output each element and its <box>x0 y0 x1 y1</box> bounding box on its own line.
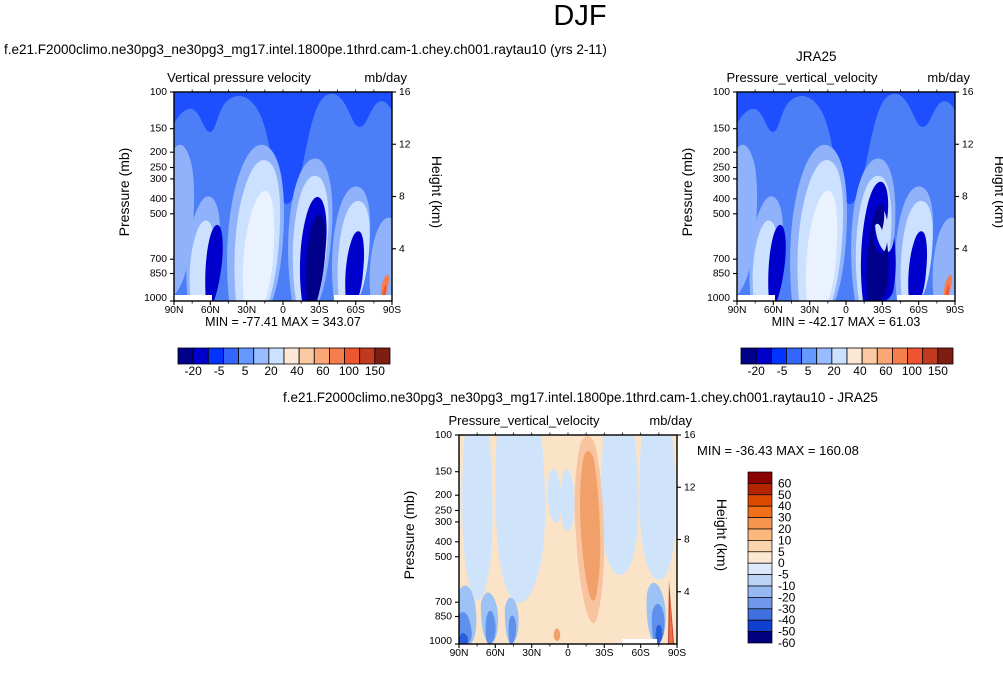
svg-text:250: 250 <box>435 506 452 517</box>
svg-text:100: 100 <box>339 364 359 378</box>
svg-text:60: 60 <box>879 364 893 378</box>
svg-text:20: 20 <box>264 364 278 378</box>
svg-text:90N: 90N <box>450 648 469 659</box>
svg-text:12: 12 <box>684 482 696 493</box>
svg-text:1000: 1000 <box>429 636 452 647</box>
svg-text:40: 40 <box>853 364 867 378</box>
svg-text:16: 16 <box>962 87 974 98</box>
svg-text:16: 16 <box>684 430 696 441</box>
svg-text:200: 200 <box>713 147 730 158</box>
svg-text:700: 700 <box>713 254 730 265</box>
svg-text:150: 150 <box>365 364 385 378</box>
svg-text:400: 400 <box>713 194 730 205</box>
svg-text:60N: 60N <box>764 305 783 316</box>
svg-text:500: 500 <box>713 209 730 220</box>
svg-text:12: 12 <box>962 139 974 150</box>
svg-text:60: 60 <box>316 364 330 378</box>
svg-text:8: 8 <box>684 535 690 546</box>
svg-text:4: 4 <box>399 244 405 255</box>
svg-text:100: 100 <box>435 430 452 441</box>
svg-text:-20: -20 <box>184 364 202 378</box>
svg-text:30N: 30N <box>800 305 819 316</box>
svg-text:60S: 60S <box>347 305 365 316</box>
svg-text:850: 850 <box>150 269 167 280</box>
svg-text:0: 0 <box>565 648 571 659</box>
svg-text:1000: 1000 <box>144 293 167 304</box>
svg-text:60S: 60S <box>910 305 928 316</box>
svg-text:8: 8 <box>962 192 968 203</box>
svg-text:60S: 60S <box>632 648 650 659</box>
svg-text:-5: -5 <box>777 364 788 378</box>
svg-text:150: 150 <box>713 124 730 135</box>
svg-text:5: 5 <box>242 364 249 378</box>
svg-text:700: 700 <box>150 254 167 265</box>
svg-text:0: 0 <box>843 305 849 316</box>
svg-text:90N: 90N <box>728 305 747 316</box>
svg-text:-60: -60 <box>778 636 796 650</box>
svg-text:500: 500 <box>150 209 167 220</box>
svg-text:300: 300 <box>435 517 452 528</box>
svg-text:40: 40 <box>290 364 304 378</box>
svg-text:300: 300 <box>150 174 167 185</box>
svg-text:8: 8 <box>399 192 405 203</box>
svg-text:200: 200 <box>150 147 167 158</box>
svg-text:12: 12 <box>399 139 411 150</box>
svg-text:250: 250 <box>150 163 167 174</box>
svg-text:200: 200 <box>435 490 452 501</box>
svg-text:300: 300 <box>713 174 730 185</box>
svg-text:16: 16 <box>399 87 411 98</box>
svg-text:150: 150 <box>435 467 452 478</box>
svg-text:250: 250 <box>713 163 730 174</box>
svg-text:400: 400 <box>150 194 167 205</box>
svg-text:100: 100 <box>713 87 730 98</box>
svg-text:1000: 1000 <box>707 293 730 304</box>
svg-text:0: 0 <box>280 305 286 316</box>
svg-text:100: 100 <box>902 364 922 378</box>
svg-text:700: 700 <box>435 597 452 608</box>
svg-text:-20: -20 <box>747 364 765 378</box>
svg-text:30N: 30N <box>237 305 256 316</box>
svg-text:-5: -5 <box>214 364 225 378</box>
svg-text:850: 850 <box>435 612 452 623</box>
svg-text:400: 400 <box>435 537 452 548</box>
svg-text:60N: 60N <box>201 305 220 316</box>
svg-text:850: 850 <box>713 269 730 280</box>
svg-text:30S: 30S <box>873 305 891 316</box>
svg-text:100: 100 <box>150 87 167 98</box>
svg-text:90S: 90S <box>946 305 964 316</box>
svg-text:90S: 90S <box>668 648 686 659</box>
svg-text:150: 150 <box>150 124 167 135</box>
svg-text:5: 5 <box>805 364 812 378</box>
svg-text:90N: 90N <box>165 305 184 316</box>
svg-text:30S: 30S <box>595 648 613 659</box>
svg-text:150: 150 <box>928 364 948 378</box>
svg-text:30N: 30N <box>522 648 541 659</box>
svg-text:60N: 60N <box>486 648 505 659</box>
svg-text:20: 20 <box>827 364 841 378</box>
svg-text:30S: 30S <box>310 305 328 316</box>
svg-text:500: 500 <box>435 552 452 563</box>
svg-text:4: 4 <box>684 587 690 598</box>
svg-text:90S: 90S <box>383 305 401 316</box>
svg-text:4: 4 <box>962 244 968 255</box>
